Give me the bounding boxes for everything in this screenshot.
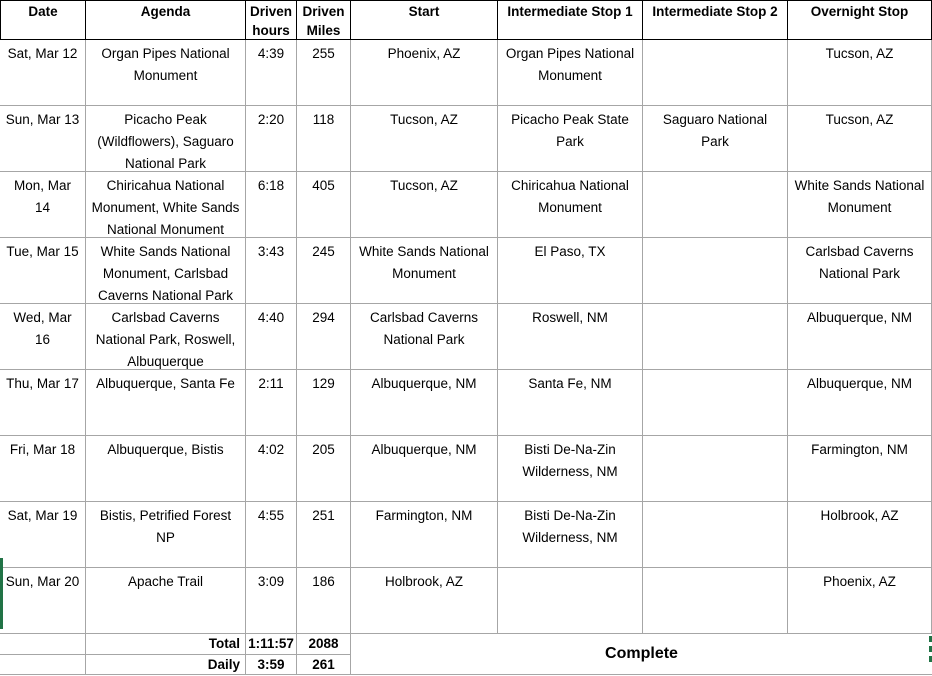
cell-agenda[interactable]: Chiricahua National Monument, White Sand… bbox=[86, 172, 246, 238]
cell-agenda[interactable]: White Sands National Monument, Carlsbad … bbox=[86, 238, 246, 304]
cell-driven-miles[interactable]: 255 bbox=[297, 40, 351, 106]
column-header-intermediate-stop-1[interactable]: Intermediate Stop 1 bbox=[498, 0, 643, 40]
column-header-overnight-stop[interactable]: Overnight Stop bbox=[788, 0, 932, 40]
daily-hours-cell[interactable]: 3:59 bbox=[246, 655, 297, 675]
cell-overnight[interactable]: Albuquerque, NM bbox=[788, 370, 932, 436]
cell-date[interactable]: Sat, Mar 12 bbox=[0, 40, 86, 106]
cell-overnight[interactable]: Albuquerque, NM bbox=[788, 304, 932, 370]
daily-row-empty-date-cell[interactable] bbox=[0, 655, 86, 675]
cell-stop1[interactable]: Picacho Peak State Park bbox=[498, 106, 643, 172]
column-header-start[interactable]: Start bbox=[351, 0, 498, 40]
cell-start[interactable]: Albuquerque, NM bbox=[351, 436, 498, 502]
column-header-driven-miles[interactable]: Driven Miles bbox=[297, 0, 351, 40]
cell-stop1[interactable]: Roswell, NM bbox=[498, 304, 643, 370]
daily-label-cell[interactable]: Daily bbox=[86, 655, 246, 675]
cell-start[interactable]: Holbrook, AZ bbox=[351, 568, 498, 634]
cell-date[interactable]: Tue, Mar 15 bbox=[0, 238, 86, 304]
cell-stop2[interactable] bbox=[643, 304, 788, 370]
cell-driven-hours[interactable]: 4:40 bbox=[246, 304, 297, 370]
cell-driven-hours[interactable]: 4:55 bbox=[246, 502, 297, 568]
cell-date[interactable]: Sun, Mar 13 bbox=[0, 106, 86, 172]
cell-agenda[interactable]: Albuquerque, Santa Fe bbox=[86, 370, 246, 436]
column-header-date[interactable]: Date bbox=[0, 0, 86, 40]
cell-overnight[interactable]: Carlsbad Caverns National Park bbox=[788, 238, 932, 304]
cell-driven-hours[interactable]: 3:09 bbox=[246, 568, 297, 634]
cell-stop2[interactable] bbox=[643, 370, 788, 436]
cell-agenda[interactable]: Apache Trail bbox=[86, 568, 246, 634]
cell-date[interactable]: Sun, Mar 20 bbox=[0, 568, 86, 634]
column-header-intermediate-stop-2[interactable]: Intermediate Stop 2 bbox=[643, 0, 788, 40]
cell-stop2[interactable] bbox=[643, 238, 788, 304]
cell-start[interactable]: Albuquerque, NM bbox=[351, 370, 498, 436]
daily-miles-cell[interactable]: 261 bbox=[297, 655, 351, 675]
cell-agenda[interactable]: Organ Pipes National Monument bbox=[86, 40, 246, 106]
column-header-driven-hours[interactable]: Driven hours bbox=[246, 0, 297, 40]
cell-stop2[interactable] bbox=[643, 568, 788, 634]
cell-start[interactable]: Farmington, NM bbox=[351, 502, 498, 568]
cell-driven-miles[interactable]: 118 bbox=[297, 106, 351, 172]
cell-start[interactable]: Tucson, AZ bbox=[351, 172, 498, 238]
cell-agenda[interactable]: Carlsbad Caverns National Park, Roswell,… bbox=[86, 304, 246, 370]
cell-stop1[interactable]: Santa Fe, NM bbox=[498, 370, 643, 436]
cell-stop2[interactable] bbox=[643, 40, 788, 106]
cell-driven-miles[interactable]: 294 bbox=[297, 304, 351, 370]
total-hours-cell[interactable]: 1:11:57 bbox=[246, 634, 297, 655]
copy-marquee-fragment bbox=[929, 636, 932, 663]
cell-overnight[interactable]: Tucson, AZ bbox=[788, 40, 932, 106]
cell-start[interactable]: White Sands National Monument bbox=[351, 238, 498, 304]
cell-date[interactable]: Mon, Mar 14 bbox=[0, 172, 86, 238]
cell-stop2[interactable] bbox=[643, 502, 788, 568]
cell-driven-miles[interactable]: 205 bbox=[297, 436, 351, 502]
cell-date[interactable]: Wed, Mar 16 bbox=[0, 304, 86, 370]
total-row-empty-date-cell[interactable] bbox=[0, 634, 86, 655]
cell-agenda[interactable]: Bistis, Petrified Forest NP bbox=[86, 502, 246, 568]
cell-driven-miles[interactable]: 251 bbox=[297, 502, 351, 568]
cell-agenda[interactable]: Albuquerque, Bistis bbox=[86, 436, 246, 502]
cell-driven-miles[interactable]: 129 bbox=[297, 370, 351, 436]
cell-overnight[interactable]: Holbrook, AZ bbox=[788, 502, 932, 568]
cell-date[interactable]: Sat, Mar 19 bbox=[0, 502, 86, 568]
cell-date[interactable]: Fri, Mar 18 bbox=[0, 436, 86, 502]
cell-stop1[interactable]: Organ Pipes National Monument bbox=[498, 40, 643, 106]
cell-driven-hours[interactable]: 2:20 bbox=[246, 106, 297, 172]
cell-driven-miles[interactable]: 405 bbox=[297, 172, 351, 238]
cell-date[interactable]: Thu, Mar 17 bbox=[0, 370, 86, 436]
cell-stop1[interactable]: Chiricahua National Monument bbox=[498, 172, 643, 238]
status-complete-cell[interactable]: Complete bbox=[351, 634, 932, 675]
total-miles-cell[interactable]: 2088 bbox=[297, 634, 351, 655]
cell-start[interactable]: Phoenix, AZ bbox=[351, 40, 498, 106]
cell-stop1[interactable] bbox=[498, 568, 643, 634]
column-header-agenda[interactable]: Agenda bbox=[86, 0, 246, 40]
cell-stop2[interactable] bbox=[643, 436, 788, 502]
cell-driven-miles[interactable]: 245 bbox=[297, 238, 351, 304]
cell-driven-hours[interactable]: 6:18 bbox=[246, 172, 297, 238]
cell-stop2[interactable]: Saguaro National Park bbox=[643, 106, 788, 172]
cell-stop1[interactable]: Bisti De-Na-Zin Wilderness, NM bbox=[498, 436, 643, 502]
cell-overnight[interactable]: Tucson, AZ bbox=[788, 106, 932, 172]
cell-overnight[interactable]: Farmington, NM bbox=[788, 436, 932, 502]
cell-driven-hours[interactable]: 4:02 bbox=[246, 436, 297, 502]
cell-driven-hours[interactable]: 2:11 bbox=[246, 370, 297, 436]
total-label-cell[interactable]: Total bbox=[86, 634, 246, 655]
cell-stop1[interactable]: El Paso, TX bbox=[498, 238, 643, 304]
cell-overnight[interactable]: White Sands National Monument bbox=[788, 172, 932, 238]
cell-overnight[interactable]: Phoenix, AZ bbox=[788, 568, 932, 634]
cell-agenda[interactable]: Picacho Peak (Wildflowers), Saguaro Nati… bbox=[86, 106, 246, 172]
cell-driven-hours[interactable]: 4:39 bbox=[246, 40, 297, 106]
selection-border-fragment bbox=[0, 558, 3, 629]
cell-driven-miles[interactable]: 186 bbox=[297, 568, 351, 634]
cell-stop2[interactable] bbox=[643, 172, 788, 238]
cell-driven-hours[interactable]: 3:43 bbox=[246, 238, 297, 304]
cell-start[interactable]: Carlsbad Caverns National Park bbox=[351, 304, 498, 370]
cell-start[interactable]: Tucson, AZ bbox=[351, 106, 498, 172]
cell-stop1[interactable]: Bisti De-Na-Zin Wilderness, NM bbox=[498, 502, 643, 568]
